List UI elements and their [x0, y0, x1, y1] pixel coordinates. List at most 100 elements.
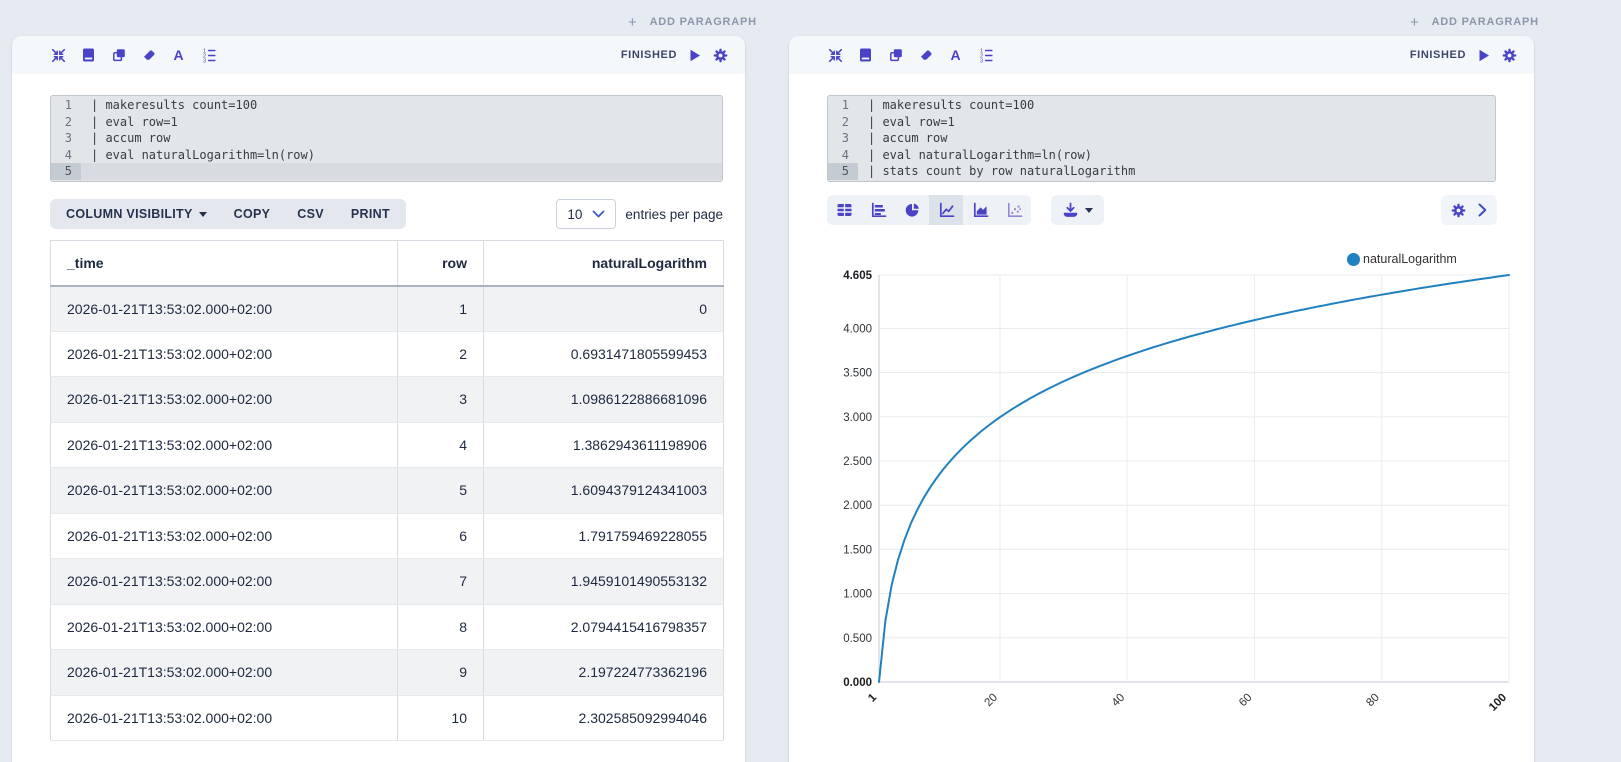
- paragraph-header: A 1 2 3 FINISHED: [12, 36, 745, 74]
- code-line[interactable]: 2 | eval row=1: [828, 114, 1495, 131]
- table-cell: 0.6931471805599453: [483, 331, 724, 377]
- paragraph-status: FINISHED: [621, 47, 729, 64]
- copy-icon[interactable]: [887, 47, 904, 64]
- x-axis-tick-label: 80: [1364, 692, 1382, 710]
- csv-button[interactable]: CSV: [297, 207, 324, 221]
- legend-label: naturalLogarithm: [1363, 252, 1457, 266]
- table-cell: 2: [397, 331, 484, 377]
- line-number: 1: [841, 98, 849, 112]
- table-cell: 7: [397, 558, 484, 605]
- play-icon[interactable]: [1475, 47, 1492, 64]
- table-cell: 1.6094379124341003: [483, 467, 724, 514]
- table-view-icon[interactable]: [827, 195, 861, 225]
- line-chart-icon[interactable]: [929, 195, 963, 225]
- caret-down-icon: [198, 211, 207, 217]
- code-line[interactable]: 5: [51, 163, 722, 180]
- download-icon: [1063, 202, 1078, 217]
- gear-icon[interactable]: [1451, 203, 1466, 218]
- table-cell: 2026-01-21T13:53:02.000+02:00: [50, 422, 398, 468]
- svg-text:2: 2: [980, 54, 983, 60]
- legend-item-naturallogarithm[interactable]: naturalLogarithm: [1347, 252, 1457, 266]
- plus-icon: +: [628, 13, 638, 31]
- print-button[interactable]: PRINT: [350, 207, 390, 221]
- eraser-icon[interactable]: [140, 47, 157, 64]
- code-line[interactable]: 3 | accum row: [828, 130, 1495, 147]
- column-header-time[interactable]: _time: [50, 240, 398, 287]
- chart-type-switcher: [827, 195, 1031, 225]
- code-line[interactable]: 4 | eval naturalLogarithm=ln(row): [828, 147, 1495, 164]
- scatter-chart-icon[interactable]: [997, 195, 1031, 225]
- code-line[interactable]: 3 | accum row: [51, 130, 722, 147]
- line-chart-canvas[interactable]: 0.000 0.500 1.000 1.500 2.000 2.500 3.000 3.500…: [817, 246, 1523, 742]
- code-line[interactable]: 1 | makeresults count=100: [828, 97, 1495, 114]
- table-export-buttons: COLUMN VISIBILITY COPY CSV PRINT: [50, 199, 406, 229]
- gear-icon[interactable]: [1501, 47, 1518, 64]
- notebook-icon[interactable]: [857, 47, 874, 64]
- gear-icon[interactable]: [712, 47, 729, 64]
- table-row: 2026-01-21T13:53:02.000+02:00 4 1.38629436…: [50, 422, 724, 468]
- table-cell: 2026-01-21T13:53:02.000+02:00: [50, 604, 398, 650]
- code-text: | accum row: [868, 131, 948, 145]
- table-row: 2026-01-21T13:53:02.000+02:00 2 0.69314718…: [50, 331, 724, 377]
- table-cell: 2026-01-21T13:53:02.000+02:00: [50, 467, 398, 514]
- spl-query-editor[interactable]: 1 | makeresults count=100 2 | eval row=1 3 | …: [827, 95, 1496, 182]
- play-icon[interactable]: [686, 47, 703, 64]
- column-header-naturallogarithm[interactable]: naturalLogarithm: [483, 240, 724, 287]
- svg-text:A: A: [173, 47, 183, 63]
- table-cell: 8: [397, 604, 484, 650]
- table-row: 2026-01-21T13:53:02.000+02:00 1 0: [50, 285, 724, 332]
- download-button[interactable]: [1051, 195, 1104, 225]
- code-text: [81, 163, 91, 180]
- y-axis-tick-label: 4.605: [843, 270, 872, 282]
- svg-text:2: 2: [203, 54, 206, 60]
- query-chart-paragraph: A 1 2 3 FINISHED 1 | makeresults count=10…: [789, 36, 1534, 762]
- collapse-icon[interactable]: [50, 47, 67, 64]
- table-row: 2026-01-21T13:53:02.000+02:00 9 2.19722477…: [50, 649, 724, 696]
- x-axis-tick-label: 40: [1110, 692, 1128, 710]
- copy-button[interactable]: COPY: [233, 207, 271, 221]
- code-text: | makeresults count=100: [91, 98, 258, 112]
- notebook-icon[interactable]: [80, 47, 97, 64]
- code-line[interactable]: 1 | makeresults count=100: [51, 97, 722, 114]
- font-icon[interactable]: A: [947, 47, 964, 64]
- table-cell: 1: [397, 285, 484, 332]
- code-text: | eval naturalLogarithm=ln(row): [91, 147, 315, 162]
- plus-icon: +: [1410, 13, 1420, 31]
- x-axis-tick-label: 60: [1237, 692, 1255, 710]
- column-header-row[interactable]: row: [397, 240, 484, 287]
- code-text: | stats count by row naturalLogarithm: [868, 164, 1136, 178]
- code-line[interactable]: 5 | stats count by row naturalLogarithm: [828, 163, 1495, 180]
- page-size-select[interactable]: 10: [556, 199, 617, 229]
- code-text: | makeresults count=100: [868, 98, 1035, 112]
- eraser-icon[interactable]: [917, 47, 934, 64]
- font-icon[interactable]: A: [170, 47, 187, 64]
- add-paragraph-button[interactable]: + ADD PARAGRAPH: [628, 12, 757, 32]
- add-paragraph-label: ADD PARAGRAPH: [649, 16, 757, 28]
- pie-chart-icon[interactable]: [895, 195, 929, 225]
- add-paragraph-button[interactable]: + ADD PARAGRAPH: [1410, 12, 1539, 32]
- code-line[interactable]: 4 | eval naturalLogarithm=ln(row): [51, 147, 722, 164]
- collapse-icon[interactable]: [827, 47, 844, 64]
- caret-down-icon: [1085, 207, 1093, 213]
- table-cell: 0: [483, 285, 724, 332]
- table-row: 2026-01-21T13:53:02.000+02:00 8 2.07944154…: [50, 604, 724, 650]
- copy-icon[interactable]: [110, 47, 127, 64]
- ordered-list-icon[interactable]: 1 2 3: [200, 47, 217, 64]
- column-visibility-button[interactable]: COLUMN VISIBILITY: [66, 207, 207, 221]
- table-cell: 1.3862943611198906: [483, 422, 724, 468]
- table-cell: 2026-01-21T13:53:02.000+02:00: [50, 649, 398, 696]
- area-chart-icon[interactable]: [963, 195, 997, 225]
- table-row: 2026-01-21T13:53:02.000+02:00 7 1.94591014…: [50, 558, 724, 605]
- chevron-right-icon[interactable]: [1478, 203, 1487, 217]
- spl-query-editor[interactable]: 1 | makeresults count=100 2 | eval row=1 3 | …: [50, 95, 723, 182]
- code-text: | eval row=1: [91, 114, 178, 129]
- bar-chart-icon[interactable]: [861, 195, 895, 225]
- table-row: 2026-01-21T13:53:02.000+02:00 10 2.3025850…: [50, 695, 724, 741]
- x-axis-tick-label: 20: [982, 692, 1000, 710]
- ordered-list-icon[interactable]: 1 2 3: [977, 47, 994, 64]
- line-number: 4: [841, 147, 849, 162]
- line-number: 4: [64, 147, 72, 162]
- table-row: 2026-01-21T13:53:02.000+02:00 3 1.09861228…: [50, 376, 724, 423]
- code-line[interactable]: 2 | eval row=1: [51, 114, 722, 131]
- y-axis-tick-label: 2.500: [843, 456, 872, 468]
